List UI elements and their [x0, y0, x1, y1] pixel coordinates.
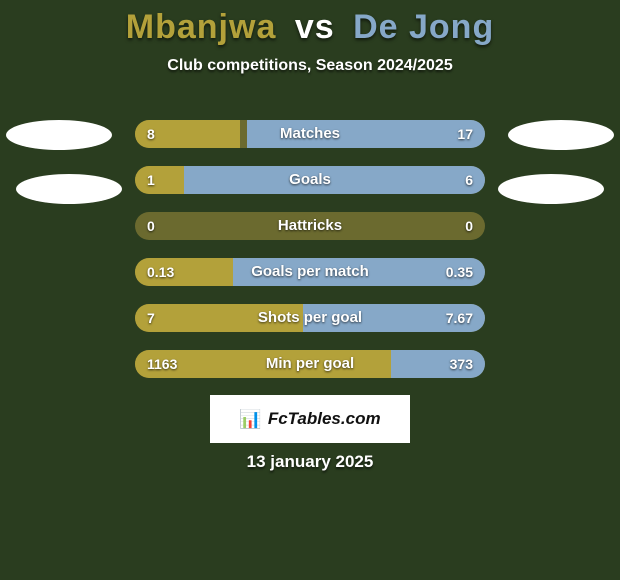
stat-row: 1163373Min per goal [135, 350, 485, 378]
comparison-bars: 817Matches 16Goals 00Hattricks 0.130.35Goal… [135, 120, 485, 396]
snapshot-date: 13 january 2025 [0, 452, 620, 472]
stat-label: Shots per goal [135, 304, 485, 332]
stat-row: 16Goals [135, 166, 485, 194]
brand-text: FcTables.com [268, 409, 381, 429]
stat-row: 0.130.35Goals per match [135, 258, 485, 286]
player2-name: De Jong [353, 8, 494, 46]
stat-label: Min per goal [135, 350, 485, 378]
stat-row: 817Matches [135, 120, 485, 148]
player1-club-logo-1 [6, 120, 112, 150]
player2-club-logo-1 [508, 120, 614, 150]
stat-row: 77.67Shots per goal [135, 304, 485, 332]
subtitle: Club competitions, Season 2024/2025 [0, 57, 620, 75]
comparison-title: Mbanjwa vs De Jong [0, 0, 620, 47]
player2-club-logo-2 [498, 174, 604, 204]
brand-icon: 📊 [239, 409, 261, 430]
stat-row: 00Hattricks [135, 212, 485, 240]
vs-label: vs [295, 8, 335, 46]
brand-badge: 📊 FcTables.com [210, 395, 410, 443]
stat-label: Goals [135, 166, 485, 194]
stat-label: Hattricks [135, 212, 485, 240]
player1-club-logo-2 [16, 174, 122, 204]
stat-label: Matches [135, 120, 485, 148]
player1-name: Mbanjwa [126, 8, 277, 46]
stat-label: Goals per match [135, 258, 485, 286]
